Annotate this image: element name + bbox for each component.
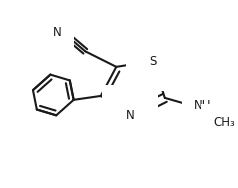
Text: S: S — [149, 55, 157, 67]
Text: N: N — [53, 27, 62, 39]
Text: CH₃: CH₃ — [213, 116, 235, 129]
Text: NH: NH — [194, 99, 211, 112]
Text: N: N — [125, 109, 134, 122]
